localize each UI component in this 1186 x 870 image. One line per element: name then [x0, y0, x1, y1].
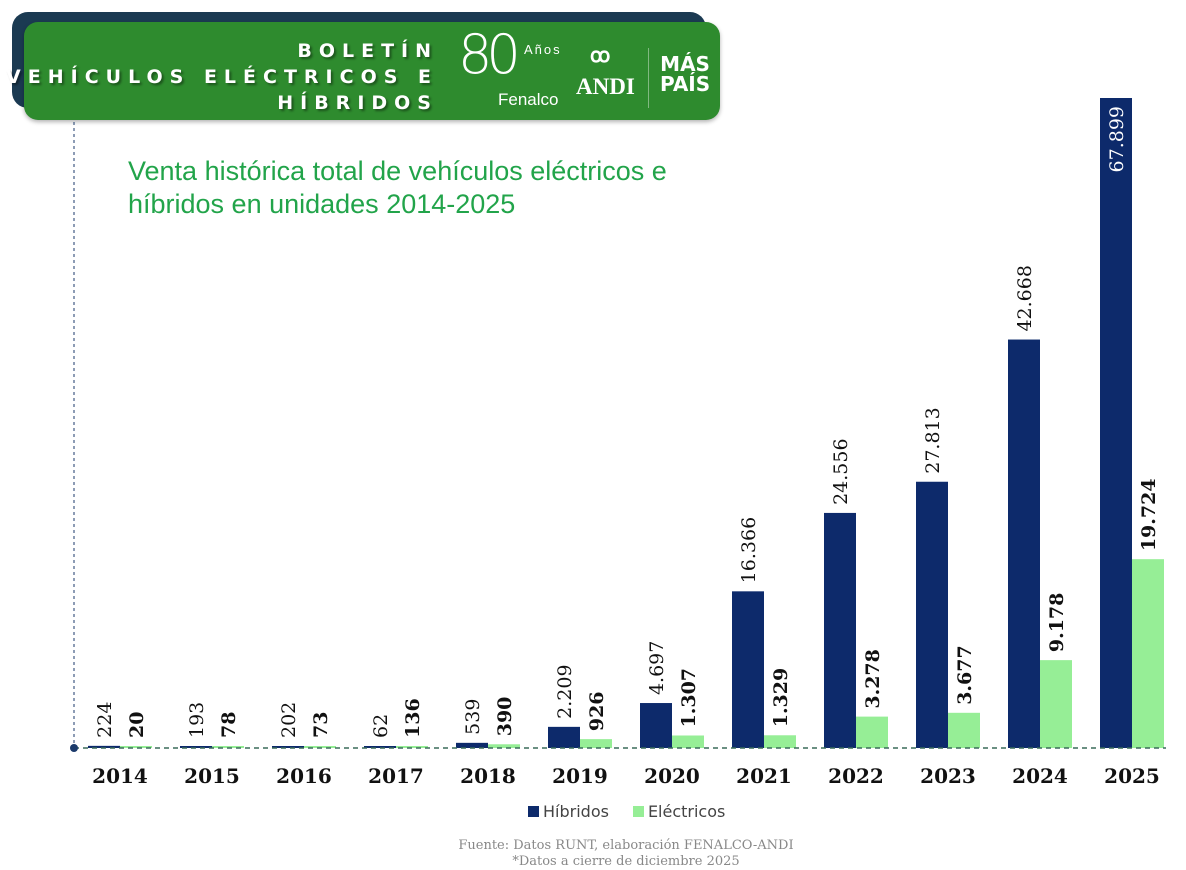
- fenalco-logo: 80: [458, 23, 521, 86]
- data-label: 2.209: [554, 664, 576, 718]
- andi-logo: ANDI: [576, 74, 635, 99]
- bulletin-title: BOLETÍN VEHÍCULOS ELÉCTRICOS E HÍBRIDOS: [6, 38, 438, 116]
- data-label: 9.178: [1046, 593, 1068, 653]
- bar-electricos-2016: [304, 746, 336, 748]
- fenalco-years: Años: [524, 42, 562, 57]
- data-label: 224: [94, 702, 116, 738]
- bar-electricos-2018: [488, 744, 520, 748]
- x-tick-label: 2020: [644, 764, 700, 788]
- x-tick-label: 2015: [184, 764, 240, 788]
- bar-hibridos-2014: [88, 745, 120, 748]
- bar-electricos-2015: [212, 746, 244, 748]
- mas-pais-logo: MÁS PAÍS: [660, 54, 710, 94]
- data-label: 926: [586, 691, 608, 731]
- bar-hibridos-2022: [824, 512, 856, 748]
- chart-title-line: Venta histórica total de vehículos eléct…: [128, 156, 667, 186]
- x-tick-label: 2018: [460, 764, 516, 788]
- x-tick-label: 2019: [552, 764, 608, 788]
- data-label: 1.329: [770, 668, 792, 728]
- legend-swatch: [528, 806, 539, 817]
- legend-swatch: [632, 806, 644, 817]
- x-tick-label: 2017: [368, 764, 424, 788]
- bar-electricos-2024: [1040, 660, 1072, 748]
- data-label: 62: [370, 714, 392, 738]
- data-label: 42.668: [1014, 265, 1036, 331]
- bar-hibridos-2016: [272, 746, 304, 748]
- pais-text: PAÍS: [660, 72, 711, 96]
- bar-electricos-2019: [580, 739, 612, 748]
- data-label: 4.697: [646, 641, 668, 695]
- data-note: *Datos a cierre de diciembre 2025: [512, 854, 740, 869]
- data-label: 16.366: [738, 517, 760, 583]
- x-tick-label: 2025: [1104, 764, 1160, 788]
- bar-hibridos-2025: [1100, 98, 1132, 748]
- bar-electricos-2025: [1132, 559, 1164, 748]
- x-tick-label: 2014: [92, 764, 148, 788]
- logo-divider: [648, 48, 649, 108]
- legend-label: Eléctricos: [647, 802, 726, 821]
- data-label: 73: [310, 712, 332, 738]
- legend-item-hibridos: Híbridos: [528, 802, 609, 821]
- x-tick-label: 2023: [920, 764, 976, 788]
- data-label: 78: [218, 712, 240, 738]
- bar-electricos-2021: [764, 735, 796, 748]
- data-label: 3.677: [954, 645, 976, 705]
- legend: Híbridos Eléctricos: [528, 802, 725, 821]
- bar-hibridos-2017: [364, 746, 396, 748]
- data-label: 539: [462, 699, 484, 735]
- x-tick-label: 2016: [276, 764, 332, 788]
- bar-electricos-2023: [948, 712, 980, 748]
- data-label: 3.278: [862, 649, 884, 709]
- data-label: 390: [494, 697, 516, 737]
- title-line: VEHÍCULOS ELÉCTRICOS E: [6, 66, 438, 88]
- bar-hibridos-2015: [180, 746, 212, 748]
- legend-item-electricos: Eléctricos: [632, 802, 726, 821]
- title-line: HÍBRIDOS: [277, 92, 438, 114]
- header-banner: BOLETÍN VEHÍCULOS ELÉCTRICOS E HÍBRIDOS …: [6, 22, 720, 120]
- title-line: BOLETÍN: [297, 40, 438, 62]
- data-label: 19.724: [1138, 478, 1160, 551]
- bar-electricos-2014: [120, 746, 152, 748]
- bar-hibridos-2023: [916, 481, 948, 748]
- bar-electricos-2017: [396, 746, 428, 748]
- data-label: 24.556: [830, 438, 852, 504]
- bar-hibridos-2024: [1008, 339, 1040, 748]
- bar-hibridos-2018: [456, 742, 488, 748]
- chart-title-line: híbridos en unidades 2014-2025: [128, 189, 516, 219]
- data-label: 1.307: [678, 668, 700, 728]
- chart-title: Venta histórica total de vehículos eléct…: [128, 155, 667, 221]
- fenalco-name: Fenalco: [498, 90, 559, 109]
- data-label: 193: [186, 702, 208, 738]
- andi-rings-icon: ꝏ: [590, 45, 610, 67]
- data-label: 202: [278, 702, 300, 738]
- x-tick-label: 2022: [828, 764, 884, 788]
- data-label: 67.899: [1106, 106, 1128, 172]
- bar-hibridos-2019: [548, 726, 580, 748]
- x-tick-label: 2021: [736, 764, 792, 788]
- axis-origin-dot: [70, 744, 78, 752]
- data-label: 27.813: [922, 407, 944, 473]
- bar-hibridos-2020: [640, 703, 672, 748]
- data-label: 136: [402, 698, 424, 738]
- mas-text: MÁS: [660, 52, 710, 76]
- bar-electricos-2020: [672, 735, 704, 748]
- legend-label: Híbridos: [543, 802, 609, 821]
- x-tick-label: 2024: [1012, 764, 1068, 788]
- bar-hibridos-2021: [732, 591, 764, 748]
- data-label: 20: [126, 712, 148, 738]
- bar-electricos-2022: [856, 716, 888, 748]
- source-note: Fuente: Datos RUNT, elaboración FENALCO-…: [458, 838, 794, 853]
